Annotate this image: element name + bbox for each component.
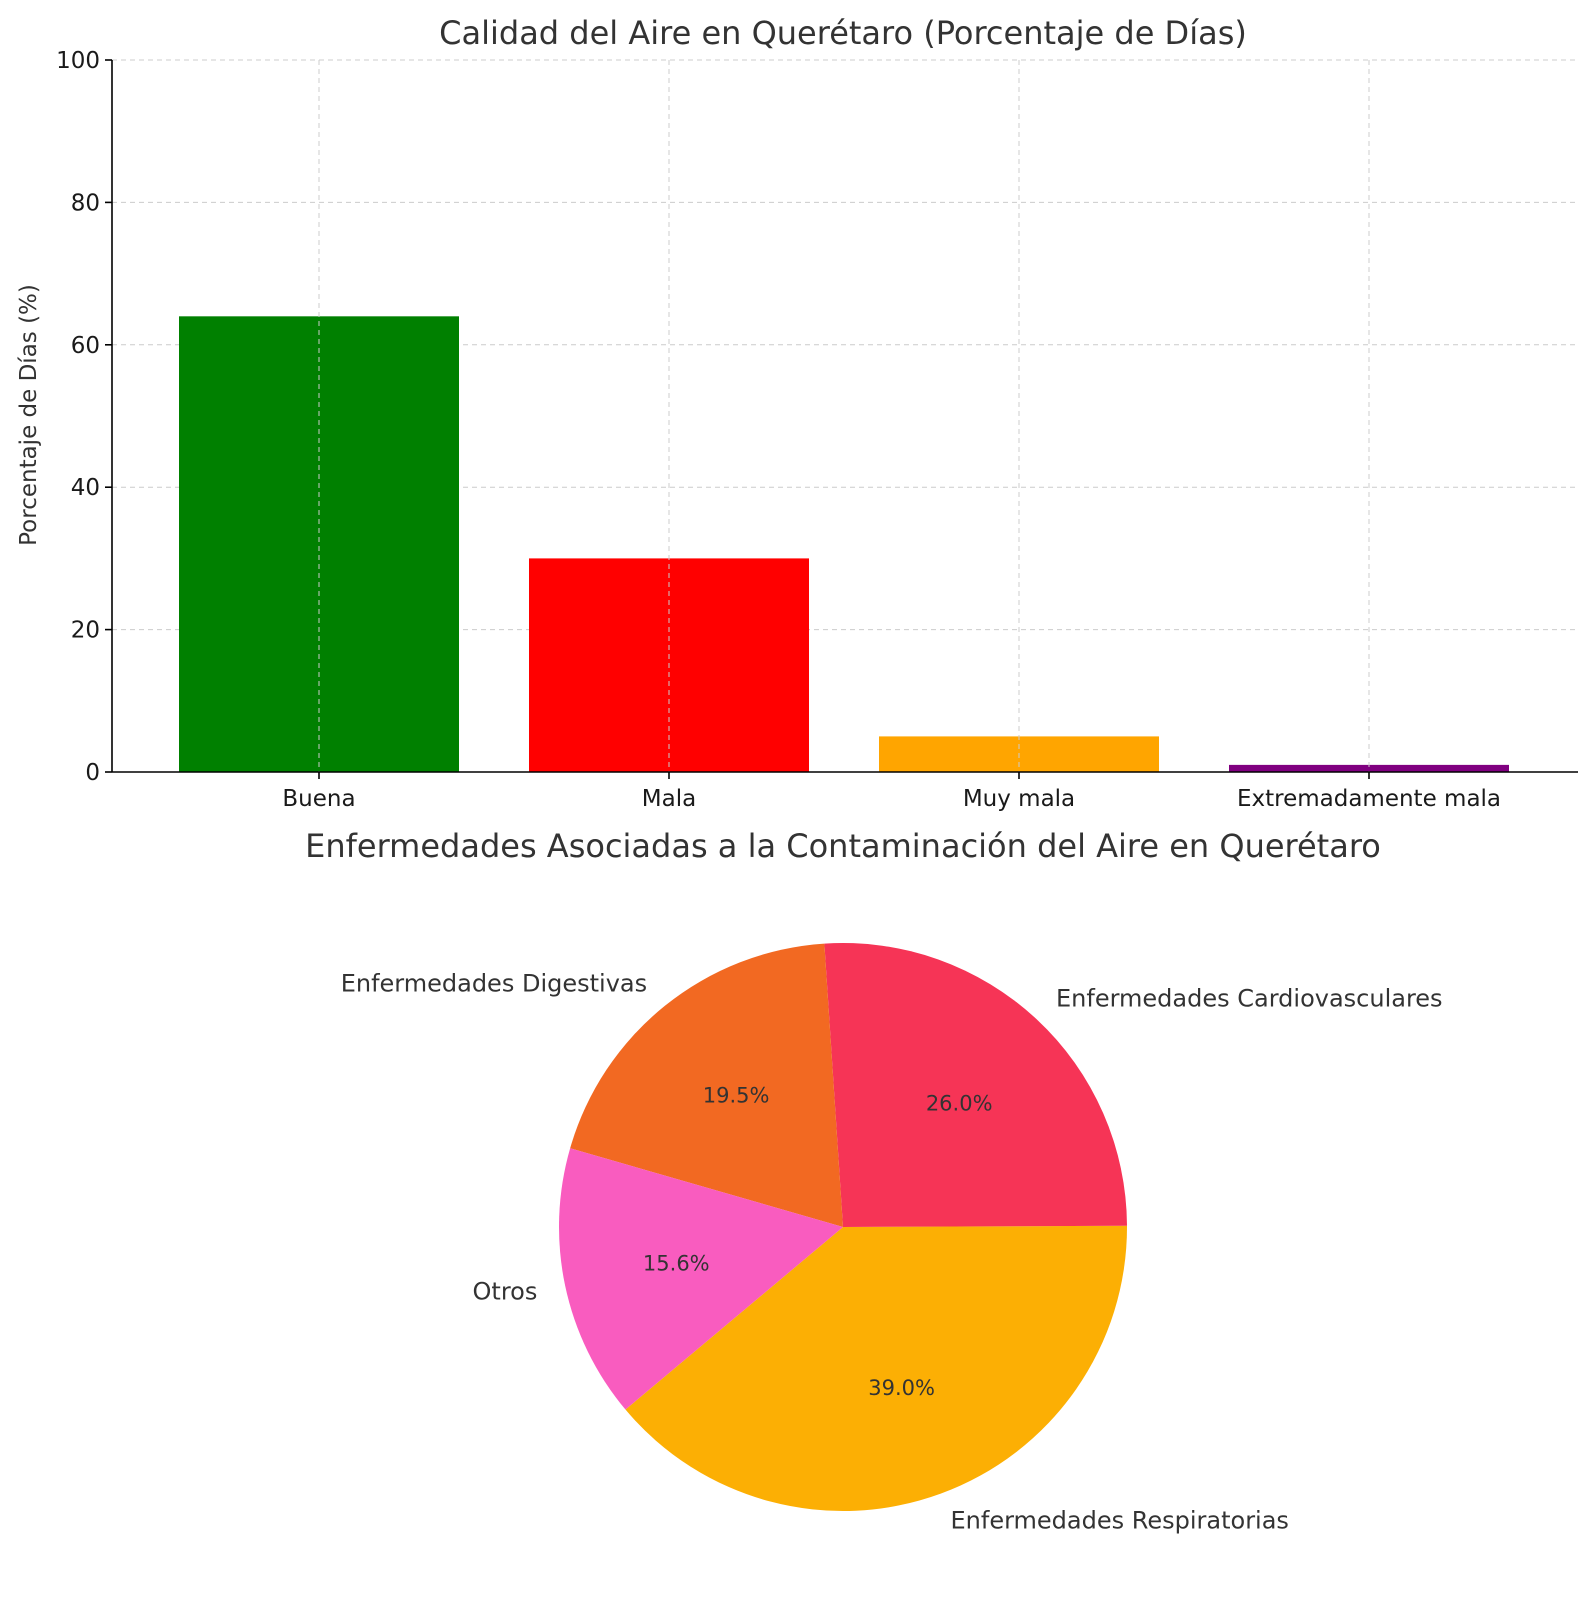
pie-slice (559, 1148, 843, 1410)
pie-percent-label: 26.0% (926, 1091, 993, 1115)
bar-chart-title: Calidad del Aire en Querétaro (Porcentaj… (439, 14, 1247, 52)
y-axis-label: Porcentaje de Días (%) (16, 284, 42, 546)
y-tick-label: 60 (71, 333, 100, 359)
x-tick-label: Extremadamente mala (1237, 786, 1501, 812)
pie-percent-label: 19.5% (703, 1083, 770, 1107)
bar (1229, 764, 1509, 772)
pie-slice (824, 943, 1127, 1227)
y-tick-label: 40 (71, 475, 100, 501)
bar-chart: Calidad del Aire en Querétaro (Porcentaj… (16, 14, 1578, 812)
y-tick-label: 0 (85, 760, 100, 786)
bar-axes (105, 59, 1578, 779)
x-tick-label: Muy mala (963, 786, 1075, 812)
y-tick-label: 20 (71, 618, 100, 644)
pie-slice-label: Otros (473, 1278, 538, 1306)
pie-slice-label: Enfermedades Respiratorias (951, 1506, 1289, 1534)
pie-chart-title: Enfermedades Asociadas a la Contaminació… (305, 827, 1381, 865)
pie-slice-label: Enfermedades Cardiovasculares (1056, 984, 1443, 1012)
pie-percent-label: 15.6% (643, 1251, 710, 1275)
pie-slice (625, 1225, 1127, 1511)
pie-labels: 39.0% Enfermedades Respiratorias 26.0% Enfe… (341, 970, 1443, 1535)
pie-slices (559, 943, 1127, 1511)
x-tick-label: Buena (282, 786, 355, 812)
bar-series (179, 316, 1509, 772)
pie-percent-label: 39.0% (868, 1376, 935, 1400)
pie-chart: Enfermedades Asociadas a la Contaminació… (305, 827, 1442, 1534)
x-tick-label: Mala (642, 786, 696, 812)
y-tick-label: 100 (56, 48, 100, 74)
pie-slice-label: Enfermedades Digestivas (341, 970, 647, 998)
x-tick-labels: Buena Mala Muy mala Extremadamente mala (282, 786, 1501, 812)
bar (179, 316, 459, 772)
y-tick-labels: 0 20 40 60 80 100 (56, 48, 100, 786)
pie-slice (570, 943, 843, 1227)
y-tick-label: 80 (71, 190, 100, 216)
